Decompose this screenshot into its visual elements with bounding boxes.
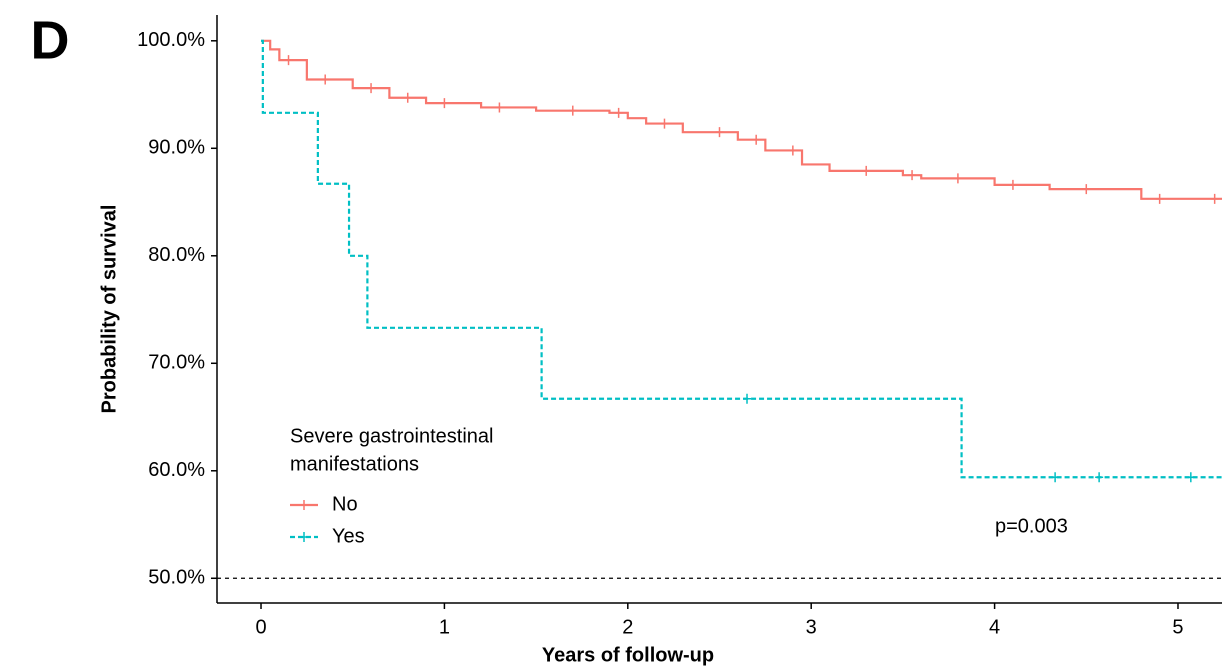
censor-mark: [1186, 472, 1195, 483]
y-tick-label: 70.0%: [148, 352, 205, 374]
censor-mark: [1082, 184, 1091, 195]
legend-label: Yes: [332, 525, 365, 547]
censor-mark: [568, 105, 577, 116]
censor-mark: [1008, 179, 1017, 190]
panel-label: D: [31, 10, 70, 70]
x-tick-label: 4: [989, 616, 1000, 638]
censor-mark: [495, 102, 504, 113]
censor-mark: [1155, 193, 1164, 204]
censor-mark: [660, 118, 669, 129]
censor-mark: [715, 127, 724, 138]
censor-mark: [284, 55, 293, 66]
censor-mark: [367, 83, 376, 94]
y-tick-label: 90.0%: [148, 137, 205, 159]
annotation: p=0.003: [995, 515, 1068, 537]
x-tick-label: 0: [255, 616, 266, 638]
censor-mark: [862, 165, 871, 176]
x-tick-label: 1: [439, 616, 450, 638]
y-tick-label: 60.0%: [148, 459, 205, 481]
censor-mark: [1051, 472, 1060, 483]
legend-swatch-mark: [300, 532, 308, 542]
censor-mark: [440, 98, 449, 109]
censor-mark: [908, 170, 917, 181]
y-tick-label: 80.0%: [148, 244, 205, 266]
survival-curve: [261, 39, 1222, 479]
censor-mark: [953, 173, 962, 184]
legend-swatch-mark: [300, 500, 308, 510]
y-tick-label: 50.0%: [148, 567, 205, 589]
y-axis-title: Probability of survival: [98, 205, 120, 414]
x-tick-label: 2: [622, 616, 633, 638]
censor-mark: [321, 74, 330, 85]
y-tick-label: 100.0%: [137, 29, 205, 51]
censor-mark: [752, 134, 761, 145]
x-tick-label: 5: [1172, 616, 1183, 638]
legend-title: manifestations: [290, 453, 419, 475]
legend-title: Severe gastrointestinal: [290, 425, 493, 447]
x-axis-title: Years of follow-up: [542, 644, 714, 666]
survival-curve: [261, 39, 1222, 200]
censor-mark: [788, 145, 797, 156]
censor-mark: [743, 393, 752, 404]
censor-mark: [1095, 472, 1104, 483]
censor-mark: [403, 92, 412, 103]
legend-label: No: [332, 493, 358, 515]
censor-mark: [614, 107, 623, 118]
x-tick-label: 3: [806, 616, 817, 638]
censor-mark: [1210, 193, 1219, 204]
